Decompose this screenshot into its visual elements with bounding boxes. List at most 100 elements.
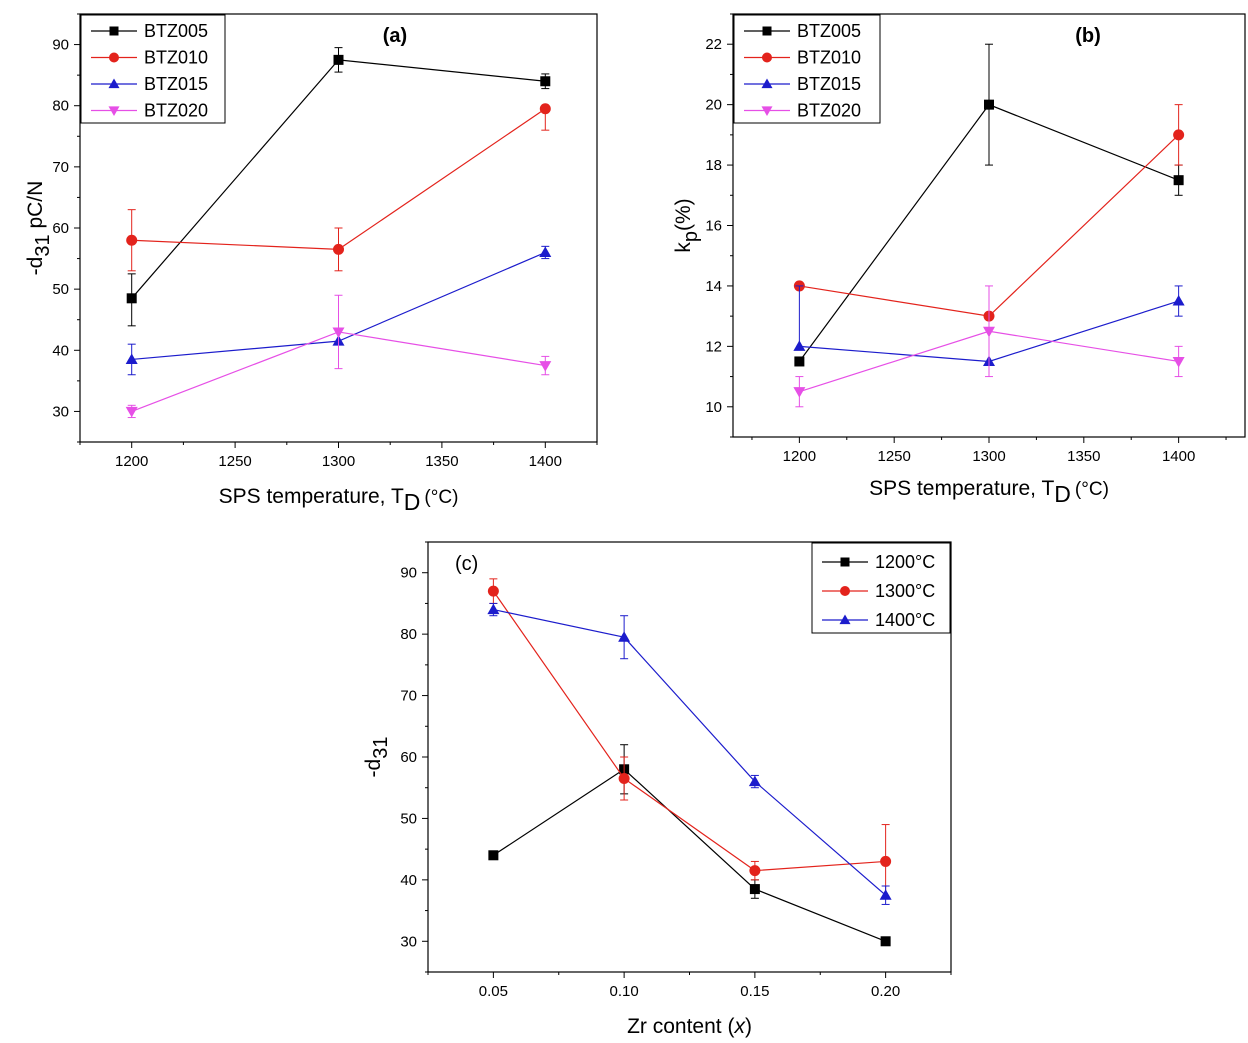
y-tick-label: 30: [400, 933, 417, 950]
series-line: [493, 608, 887, 896]
legend-box: [733, 14, 881, 124]
legend: 1200°C 1300°C 1400°C: [811, 542, 951, 634]
x-tick-label: 1400: [529, 453, 562, 470]
y-tick-label: 70: [400, 688, 417, 705]
y-tick-label: 40: [52, 342, 69, 359]
legend-marker: [109, 26, 119, 36]
y-tick-label: 10: [705, 399, 722, 416]
data-point: [540, 76, 551, 87]
data-point: [488, 850, 499, 861]
y-axis-title-sub: 31: [370, 737, 392, 759]
y-axis-title-unit: pC/N: [24, 181, 47, 235]
series-line: [493, 768, 886, 942]
y-tick-label: 22: [705, 36, 722, 53]
data-point: [125, 406, 138, 418]
legend-marker: [762, 52, 772, 63]
legend-marker: [840, 586, 850, 596]
series-2: [126, 103, 551, 272]
legend-marker: [108, 78, 120, 89]
x-axis-title-sub: D: [404, 489, 421, 515]
panel-label: (a): [383, 25, 407, 47]
x-axis-title: SPS temperature, TD (°C): [219, 485, 459, 515]
y-tick-label: 18: [705, 157, 722, 174]
data-point: [618, 773, 630, 784]
x-axis-title-unit: (°C): [424, 487, 458, 508]
series-line: [492, 590, 886, 872]
legend-marker: [109, 52, 119, 63]
data-point: [1173, 129, 1185, 141]
data-point: [794, 356, 805, 367]
data-point: [618, 631, 631, 642]
x-tick-label: 1300: [972, 448, 1005, 465]
y-axis-title-text: -d: [24, 257, 47, 276]
series-1: [126, 47, 551, 327]
x-tick-label: 1350: [1067, 448, 1100, 465]
data-point: [749, 865, 761, 877]
y-axis-title: kp(%): [672, 198, 702, 252]
y-tick-label: 60: [400, 749, 417, 766]
y-axis-title: -d31: [362, 737, 392, 778]
data-point: [539, 103, 551, 115]
data-point: [984, 99, 994, 110]
legend-label: BTZ010: [144, 48, 208, 68]
legend-label: BTZ020: [144, 101, 208, 121]
data-point: [748, 775, 761, 787]
legend-label: 1200°C: [875, 552, 935, 572]
data-point: [793, 387, 806, 398]
legend: BTZ005 BTZ010 BTZ015 BTZ020: [80, 14, 226, 124]
y-tick-label: 90: [52, 37, 69, 54]
data-point: [487, 603, 500, 615]
legend-marker: [761, 78, 773, 89]
legend-label: BTZ005: [144, 21, 208, 41]
data-point: [126, 234, 138, 246]
legend-marker: [762, 26, 772, 36]
data-point: [333, 54, 344, 65]
data-point: [1172, 295, 1185, 306]
data-point: [126, 293, 137, 304]
y-tick-label: 12: [705, 338, 722, 355]
x-tick-label: 0.05: [479, 983, 508, 1000]
x-tick-label: 1200: [783, 448, 816, 465]
data-point: [749, 884, 760, 895]
legend-box: [80, 14, 226, 124]
y-tick-label: 16: [705, 218, 722, 235]
legend-marker: [840, 557, 850, 567]
y-axis-title-unit: (%): [672, 198, 695, 231]
x-axis-title-text: Zr content (: [627, 1015, 734, 1038]
series-4: [125, 294, 552, 419]
y-tick-label: 40: [400, 872, 417, 889]
series-1: [488, 744, 891, 947]
y-axis-title-text: k: [672, 242, 695, 253]
y-tick-label: 50: [400, 810, 417, 827]
y-tick-label: 60: [52, 220, 69, 237]
data-point: [539, 361, 552, 372]
chart-panel-3: 0.05 0.10 0.15 0.20 30 40 50 60 70 80 90 1200°C 1300…: [362, 541, 952, 1038]
data-point: [487, 585, 499, 597]
legend-marker: [839, 614, 851, 625]
y-tick-label: 90: [400, 565, 417, 582]
legend-box: [811, 542, 951, 634]
data-point: [1173, 175, 1184, 186]
data-point: [333, 243, 344, 255]
y-tick-label: 20: [705, 97, 722, 114]
data-point: [793, 340, 806, 351]
x-axis-title-sub: D: [1054, 481, 1071, 507]
data-point: [879, 889, 892, 900]
x-axis-title: Zr content (x): [627, 1015, 752, 1038]
x-tick-label: 0.10: [610, 983, 639, 1000]
data-point: [125, 353, 138, 364]
data-point: [332, 327, 345, 338]
y-tick-label: 80: [400, 626, 417, 643]
series-3: [487, 602, 892, 905]
x-axis-title-close: ): [745, 1015, 752, 1038]
legend-label: BTZ020: [797, 101, 861, 121]
x-axis-title: SPS temperature, TD (°C): [869, 477, 1109, 507]
x-tick-label: 1400: [1162, 448, 1195, 465]
legend-label: BTZ015: [797, 74, 861, 94]
y-tick-label: 14: [705, 278, 722, 295]
legend-marker: [761, 106, 773, 116]
x-tick-label: 1300: [322, 453, 355, 470]
x-tick-label: 1350: [425, 453, 458, 470]
x-axis-title-text: SPS temperature, T: [869, 477, 1054, 500]
